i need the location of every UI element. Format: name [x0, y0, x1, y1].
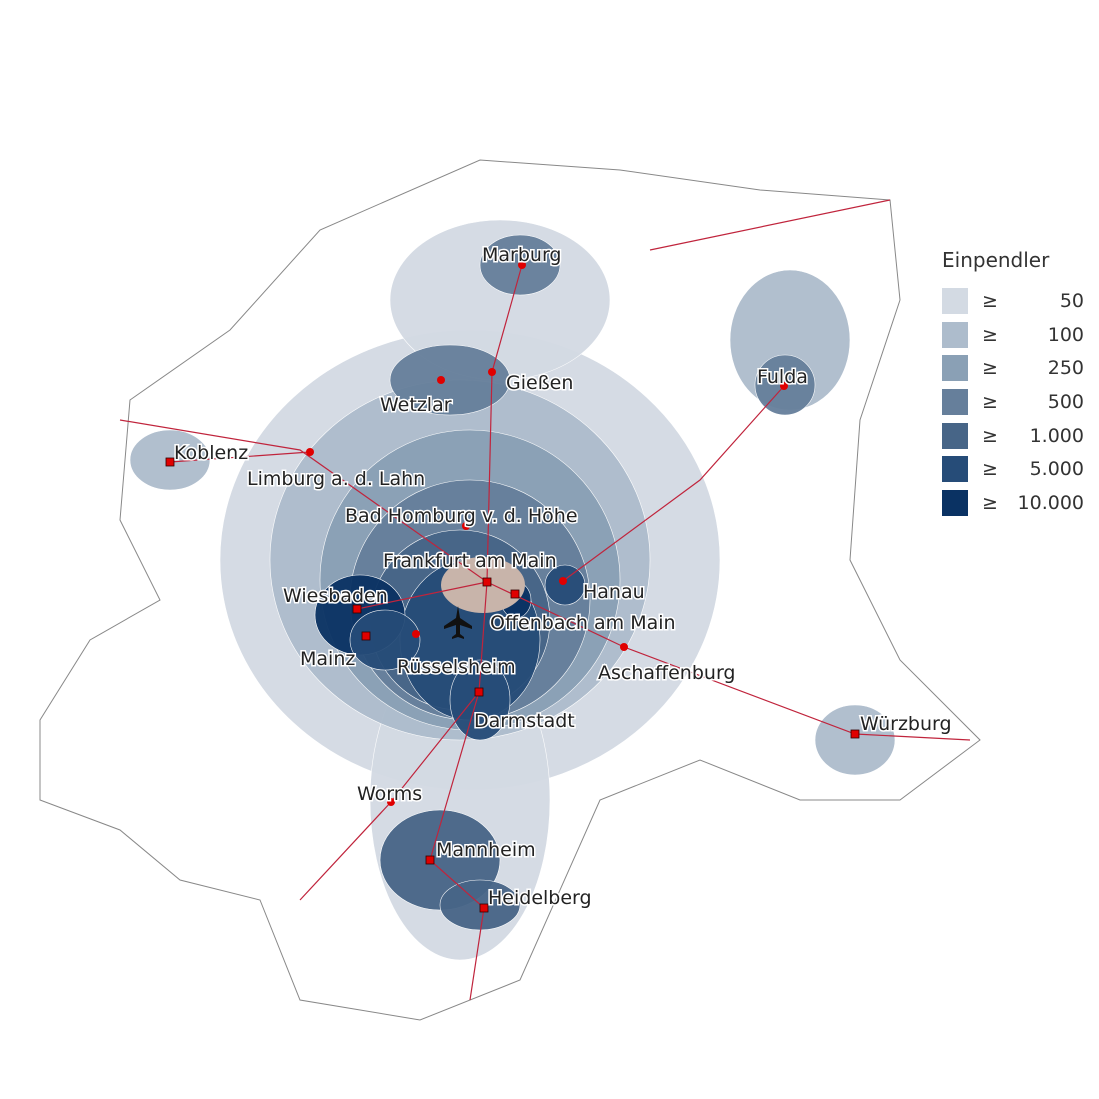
city-marker-square	[165, 457, 175, 467]
legend-item: ≥5.000	[942, 452, 1092, 486]
city-marker-square	[425, 855, 435, 865]
legend-symbol: ≥	[982, 491, 998, 514]
region	[544, 564, 586, 606]
legend-item: ≥250	[942, 351, 1092, 385]
city-label: Mainz	[300, 648, 355, 670]
rail-line	[649, 199, 891, 251]
city-label: Frankfurt am Main	[383, 550, 557, 572]
rail-line	[169, 451, 311, 463]
legend-symbol: ≥	[982, 357, 998, 380]
legend: Einpendler ≥50 ≥100 ≥250 ≥500 ≥1.000 ≥5.000 ≥1…	[942, 248, 1092, 520]
city-marker-circle	[412, 630, 420, 638]
legend-swatch	[942, 456, 968, 483]
city-marker-square	[474, 687, 484, 697]
city-marker-square	[482, 577, 492, 587]
city-marker-circle	[620, 643, 628, 651]
city-label: Hanau	[583, 581, 645, 603]
city-marker-square	[850, 729, 860, 739]
legend-swatch	[942, 287, 968, 314]
legend-swatch	[942, 422, 968, 449]
rail-line	[119, 419, 971, 741]
city-marker-square	[510, 589, 520, 599]
legend-symbol: ≥	[982, 458, 998, 481]
legend-symbol: ≥	[982, 424, 998, 447]
legend-value: 5.000	[1029, 458, 1084, 481]
legend-title: Einpendler	[942, 248, 1050, 272]
city-label: Heidelberg	[488, 887, 592, 909]
city-marker-circle	[780, 382, 788, 390]
legend-item: ≥500	[942, 385, 1092, 419]
legend-item: ≥50	[942, 284, 1092, 318]
city-label: Aschaffenburg	[598, 662, 736, 684]
region	[389, 344, 511, 416]
city-label: Koblenz	[174, 442, 248, 464]
rail-line	[356, 581, 488, 610]
city-marker-square	[361, 631, 371, 641]
city-label: Wetzlar	[380, 394, 452, 416]
legend-swatch	[942, 388, 968, 415]
legend-symbol: ≥	[982, 289, 998, 312]
legend-item: ≥10.000	[942, 486, 1092, 520]
city-label: Wiesbaden	[283, 585, 388, 607]
city-labels: Marburg Gießen Wetzlar Fulda Koblenz Limburg …	[173, 243, 954, 911]
city-marker-square	[479, 903, 489, 913]
legend-swatch	[942, 321, 968, 348]
city-markers	[165, 261, 860, 913]
city-label: Limburg a. d. Lahn	[247, 468, 425, 490]
legend-item: ≥1.000	[942, 419, 1092, 453]
city-label: Offenbach am Main	[490, 612, 676, 634]
legend-swatch	[942, 355, 968, 382]
airplane-icon	[444, 606, 472, 639]
city-label: Bad Homburg v. d. Höhe	[345, 505, 578, 527]
city-marker-circle	[306, 448, 314, 456]
rail-line	[562, 385, 785, 582]
city-marker-circle	[559, 577, 567, 585]
city-marker-circle	[437, 376, 445, 384]
legend-item: ≥100	[942, 318, 1092, 352]
legend-value: 500	[1047, 390, 1084, 413]
legend-value: 100	[1047, 323, 1084, 346]
region	[814, 704, 896, 776]
map-regions	[39, 159, 981, 1021]
legend-symbol: ≥	[982, 390, 998, 413]
city-label: Gießen	[506, 372, 573, 394]
city-label: Rüsselsheim	[397, 656, 516, 678]
city-label: Mannheim	[436, 839, 536, 861]
legend-value: 50	[1059, 289, 1084, 312]
region	[349, 609, 421, 671]
legend-symbol: ≥	[982, 323, 998, 346]
city-marker-square	[352, 604, 362, 614]
city-marker-circle	[387, 798, 395, 806]
city-label: Würzburg	[860, 713, 952, 735]
legend-swatch	[942, 489, 968, 516]
legend-value: 1.000	[1029, 424, 1084, 447]
city-marker-circle	[462, 522, 470, 530]
city-label: Darmstadt	[474, 710, 575, 732]
city-marker-circle	[518, 261, 526, 269]
city-label: Fulda	[757, 366, 808, 388]
city-marker-circle	[488, 368, 496, 376]
legend-value: 250	[1047, 357, 1084, 380]
city-label: Worms	[357, 783, 422, 805]
legend-value: 10.000	[1017, 491, 1084, 514]
region	[449, 659, 511, 741]
city-label: Marburg	[482, 244, 562, 266]
